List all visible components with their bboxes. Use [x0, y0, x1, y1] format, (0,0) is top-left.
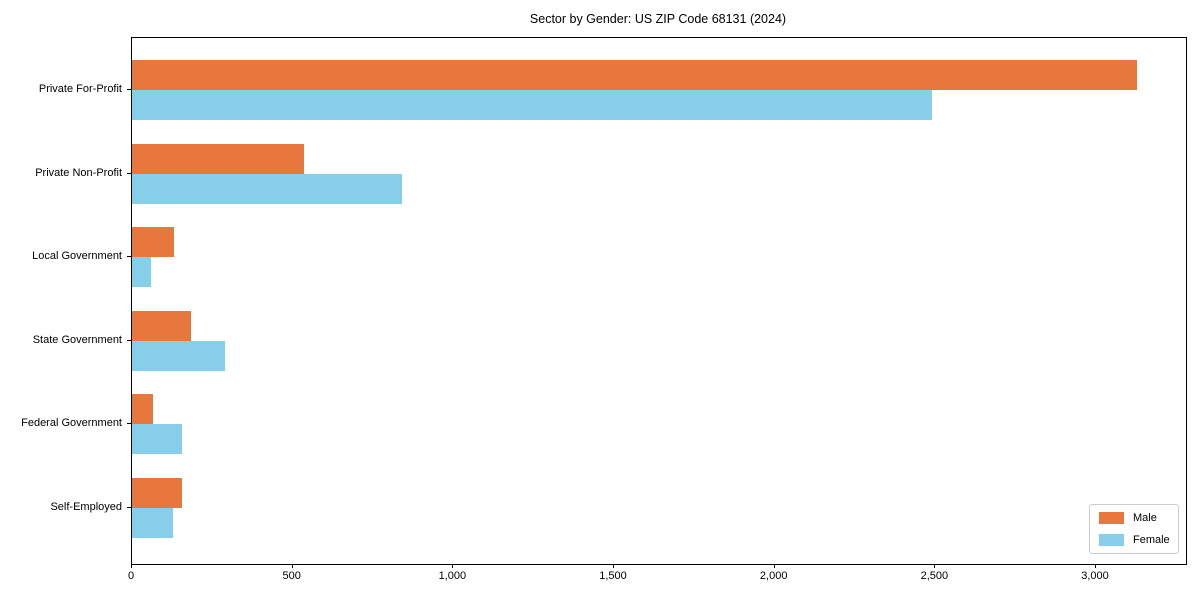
bar-male-2 [132, 227, 174, 258]
bar-male-1 [132, 143, 305, 174]
x-tick-mark [452, 564, 454, 568]
bar-male-3 [132, 310, 192, 341]
x-tick-label: 500 [282, 570, 301, 582]
bar-female-3 [132, 340, 225, 371]
bar-male-0 [132, 60, 1138, 90]
bar-female-0 [132, 90, 933, 120]
y-tick-mark [127, 89, 131, 90]
y-tick-label: Private Non-Profit [35, 166, 122, 179]
plot-area [131, 37, 1187, 565]
x-tick-mark [1095, 564, 1097, 568]
bar-male-4 [132, 394, 153, 425]
y-tick-label: Private For-Profit [38, 83, 122, 95]
bar-female-2 [132, 257, 152, 288]
bar-female-5 [132, 508, 173, 538]
legend-label-male: Male [1133, 512, 1157, 524]
chart-title: Sector by Gender: US ZIP Code 68131 (202… [529, 12, 787, 26]
legend-swatch-female-icon [1099, 534, 1124, 546]
x-tick-mark [773, 564, 775, 568]
x-tick-mark [934, 564, 936, 568]
y-tick-mark [127, 339, 131, 341]
x-tick-mark [291, 564, 293, 568]
bar-male-5 [132, 478, 182, 508]
y-tick-mark [127, 256, 131, 258]
legend-label-female: Female [1133, 534, 1170, 546]
legend-item-female: Female [1099, 534, 1170, 546]
legend-swatch-male-icon [1099, 512, 1124, 524]
x-tick-label: 2,000 [759, 570, 788, 582]
y-tick-mark [127, 172, 131, 174]
y-tick-mark [127, 507, 131, 508]
x-tick-label: 0 [127, 570, 135, 582]
x-tick-label: 3,000 [1081, 570, 1109, 582]
x-tick-label: 1,000 [438, 570, 467, 582]
y-tick-label: State Government [32, 333, 122, 346]
x-tick-label: 2,500 [920, 570, 949, 582]
bar-female-4 [132, 424, 183, 455]
y-tick-mark [127, 423, 131, 425]
x-tick-mark [613, 564, 614, 568]
legend-item-male: Male [1099, 512, 1169, 524]
y-tick-label: Local Government [32, 250, 122, 263]
y-tick-label: Self-Employed [50, 501, 122, 513]
y-tick-label: Federal Government [21, 417, 122, 430]
bar-female-1 [132, 173, 402, 204]
x-tick-mark [131, 564, 132, 568]
x-tick-label: 1,500 [599, 570, 627, 582]
legend: Male Female [1089, 504, 1179, 554]
